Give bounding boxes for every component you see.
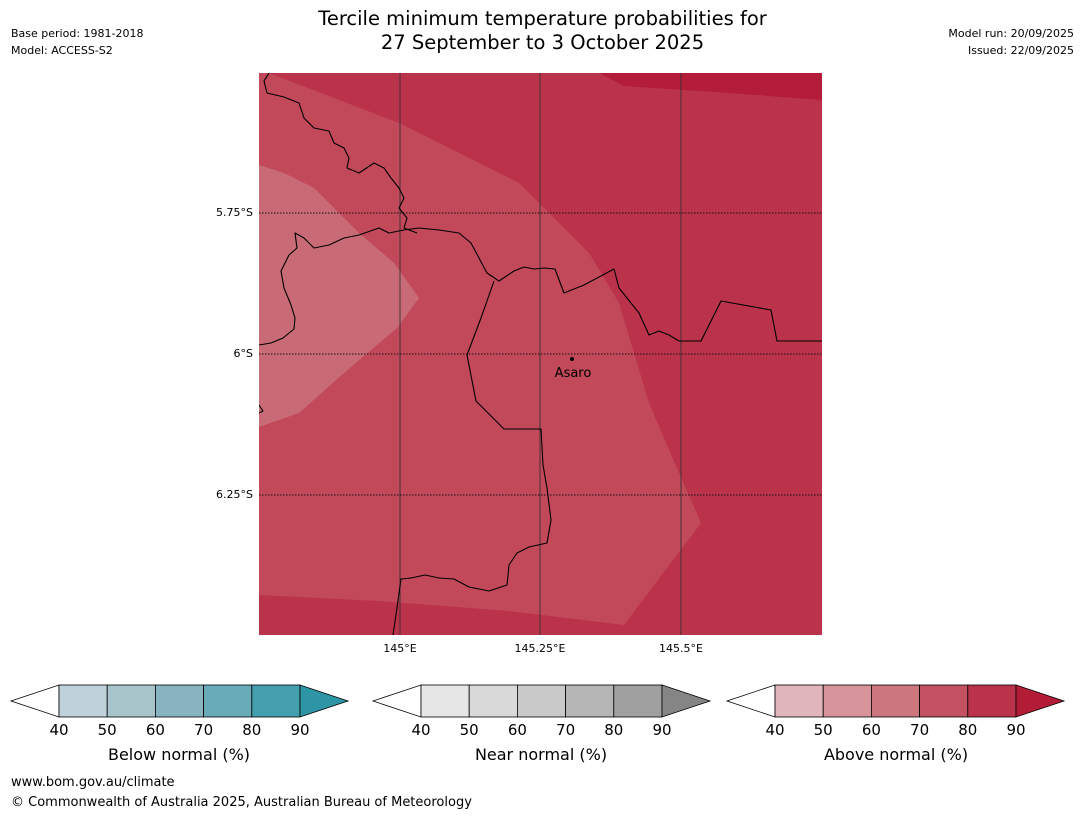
colorbar-segment: [517, 684, 567, 718]
asaro-label: Asaro: [555, 366, 592, 381]
colorbar-tick-label: 80: [604, 721, 623, 739]
colorbar-segment: [468, 684, 518, 718]
colorbar-segment: [967, 684, 1017, 718]
colorbar-segment: [203, 684, 253, 718]
colorbar-extend-low: [9, 684, 60, 718]
colorbar-tick-label: 50: [98, 721, 117, 739]
map-title: Tercile minimum temperature probabilitie…: [0, 7, 1085, 55]
colorbar-segment: [774, 684, 824, 718]
title-line-2: 27 September to 3 October 2025: [380, 31, 705, 54]
footer-copyright: © Commonwealth of Australia 2025, Austra…: [11, 795, 472, 810]
colorbar-tick-label: 90: [1006, 721, 1025, 739]
issued-text: Issued: 22/09/2025: [967, 44, 1074, 57]
colorbar-tick-label: 90: [290, 721, 309, 739]
colorbar-tick-label: 70: [556, 721, 575, 739]
colorbar-segment: [58, 684, 108, 718]
colorbar-tick-label: 50: [460, 721, 479, 739]
colorbar-extend-high: [1015, 684, 1066, 718]
colorbar-tick-label: 70: [910, 721, 929, 739]
lon-label-145-25: 145.25°E: [514, 642, 566, 655]
lon-label-145: 145°E: [383, 642, 417, 655]
colorbar-segment: [613, 684, 663, 718]
colorbar-segment: [565, 684, 615, 718]
colorbar-segment: [154, 684, 204, 718]
lat-label-5-75: 5.75°S: [216, 206, 253, 219]
band-80-90: [599, 73, 822, 100]
below-normal-title: Below normal (%): [107, 745, 251, 764]
colorbar-near-normal: 40 50 60 70 80 90: [371, 684, 712, 739]
colorbar-extend-low: [371, 684, 422, 718]
colorbar-below-normal: 40 50 60 70 80 90: [9, 684, 350, 739]
colorbar-tick-label: 60: [508, 721, 527, 739]
colorbar-tick-label: 40: [411, 721, 430, 739]
colorbar-tick-label: 80: [242, 721, 261, 739]
colorbar-tick-label: 40: [49, 721, 68, 739]
colorbar-tick-label: 90: [652, 721, 671, 739]
colorbar-tick-label: 80: [958, 721, 977, 739]
lat-label-6-25: 6.25°S: [216, 488, 253, 501]
probability-map[interactable]: Asaro: [259, 73, 822, 635]
colorbar-panel: 40 50 60 70 80 90 40 50 60 70 80 90 40 50 60 70 80 90: [9, 684, 1066, 739]
lat-label-6: 6°S: [233, 347, 253, 360]
model-run-text: Model run: 20/09/2025: [948, 27, 1074, 40]
band-50-60: [259, 165, 419, 427]
base-period-text: Base period: 1981-2018: [11, 27, 144, 40]
colorbar-tick-label: 40: [765, 721, 784, 739]
asaro-marker[interactable]: [570, 357, 574, 361]
colorbar-segment: [822, 684, 872, 718]
colorbar-extend-high: [299, 684, 350, 718]
lon-label-145-5: 145.5°E: [659, 642, 703, 655]
above-normal-title: Above normal (%): [823, 745, 969, 764]
near-normal-title: Near normal (%): [474, 745, 608, 764]
province-borders: [259, 73, 822, 635]
colorbar-segment: [106, 684, 156, 718]
model-text: Model: ACCESS-S2: [11, 44, 113, 57]
colorbar-extend-high: [661, 684, 712, 718]
title-line-1: Tercile minimum temperature probabilitie…: [318, 7, 767, 30]
colorbar-tick-label: 60: [862, 721, 881, 739]
colorbar-extend-low: [725, 684, 776, 718]
band-60-70: [259, 73, 701, 625]
colorbar-above-normal: 40 50 60 70 80 90: [725, 684, 1066, 739]
colorbar-segment: [420, 684, 470, 718]
colorbar-tick-label: 70: [194, 721, 213, 739]
colorbar-segment: [871, 684, 921, 718]
footer-url[interactable]: www.bom.gov.au/climate: [11, 775, 175, 790]
colorbar-segment: [919, 684, 969, 718]
colorbar-tick-label: 60: [146, 721, 165, 739]
colorbar-tick-label: 50: [814, 721, 833, 739]
colorbar-segment: [251, 684, 301, 718]
